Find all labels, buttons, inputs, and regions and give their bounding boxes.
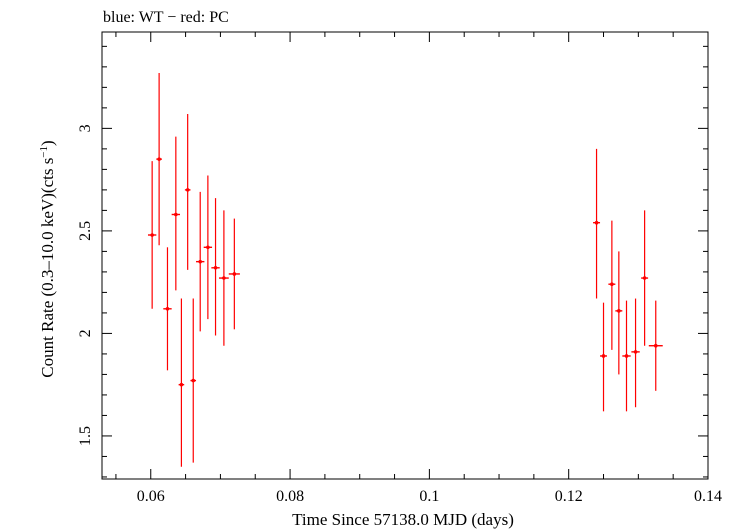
y-tick-label: 2.5 [77, 221, 94, 241]
x-tick-label: 0.06 [137, 488, 165, 505]
data-point [622, 300, 631, 412]
data-marker [179, 382, 184, 387]
data-point [184, 114, 191, 270]
data-point [203, 175, 213, 320]
data-marker [594, 220, 599, 225]
data-marker [601, 354, 606, 358]
x-tick-label: 0.08 [276, 488, 304, 505]
y-axis-tick-labels: 1.5 2 2.5 3 [77, 124, 94, 446]
x-tick-label: 0.14 [694, 488, 722, 505]
y-tick-label: 1.5 [77, 426, 94, 446]
data-marker [185, 188, 190, 192]
data-point [163, 247, 172, 371]
data-marker [232, 272, 237, 276]
data-point [190, 298, 197, 463]
data-marker [624, 354, 629, 358]
data-point [211, 198, 220, 336]
plot-frame [101, 31, 709, 480]
y-axis-label: Count Rate (0.3–10.0 keV)(cts s−1) [38, 140, 57, 377]
data-point [631, 298, 640, 408]
data-marker [150, 233, 154, 237]
y-axis-label-close: ) [38, 140, 57, 146]
data-marker [206, 245, 210, 250]
y-axis-label-exponent: −1 [38, 146, 50, 158]
chart-title: blue: WT − red: PC [103, 9, 229, 26]
data-marker [198, 259, 203, 264]
x-tick-label: 0.12 [555, 488, 583, 505]
data-marker [633, 350, 638, 354]
y-tick-label: 2 [77, 329, 94, 337]
x-axis-tick-labels: 0.06 0.08 0.1 0.12 0.14 [137, 488, 722, 505]
data-point [196, 191, 205, 332]
data-series-pc [147, 73, 663, 467]
data-marker [174, 212, 178, 217]
data-point [178, 298, 185, 467]
data-marker [610, 282, 614, 287]
x-axis-ticks [115, 32, 709, 479]
data-point [641, 210, 649, 346]
data-point [171, 136, 181, 291]
data-marker [642, 276, 647, 280]
data-marker [157, 157, 161, 161]
data-marker [617, 309, 621, 313]
y-axis-label-main: Count Rate (0.3–10.0 keV)(cts s [38, 158, 57, 378]
data-marker [191, 378, 196, 383]
data-point [147, 161, 157, 309]
data-marker [165, 307, 170, 311]
data-point [608, 220, 616, 350]
data-point [600, 302, 607, 412]
data-point [228, 218, 240, 330]
data-marker [213, 266, 218, 270]
data-point [615, 251, 623, 375]
data-point [593, 148, 601, 299]
data-marker [222, 276, 226, 280]
y-axis-ticks [102, 45, 708, 478]
x-axis-label: Time Since 57138.0 MJD (days) [292, 510, 514, 529]
x-tick-label: 0.1 [419, 488, 439, 505]
data-marker [653, 343, 658, 348]
data-point [219, 210, 229, 346]
y-tick-label: 3 [77, 124, 94, 132]
data-point [648, 300, 663, 391]
data-point [156, 73, 162, 246]
